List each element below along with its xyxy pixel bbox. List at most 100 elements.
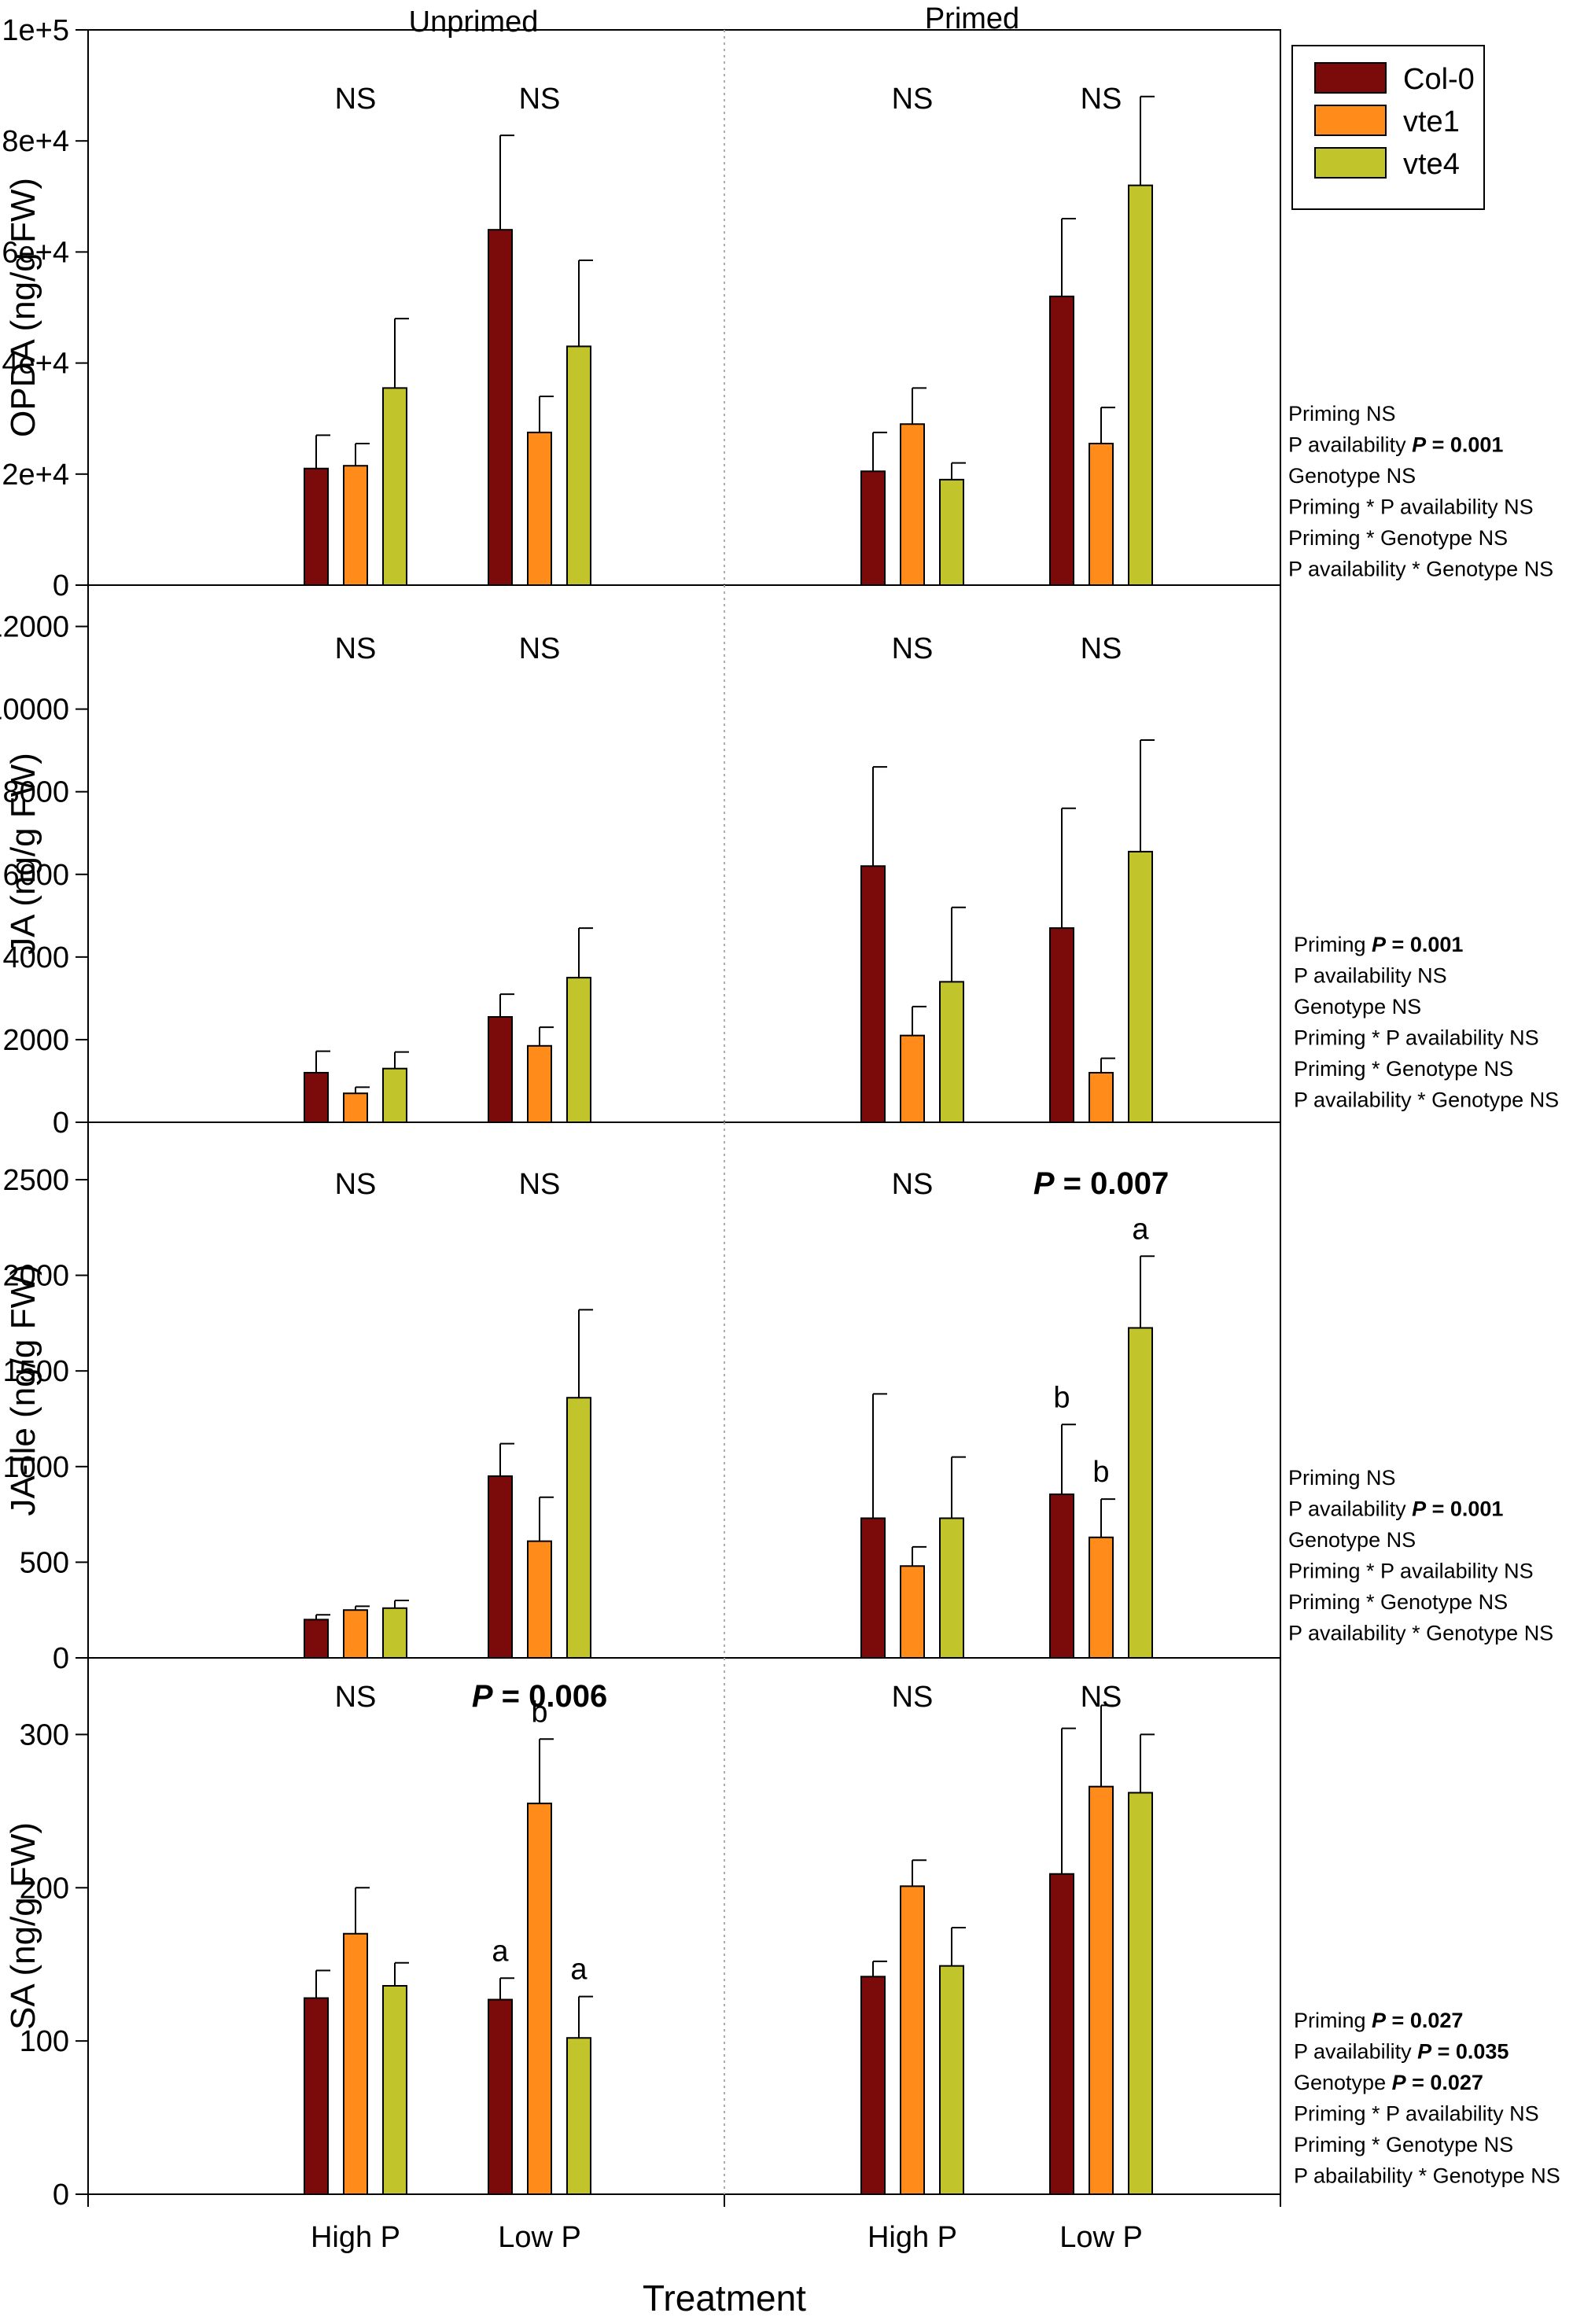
bar-group-primed-low-p: NS	[1049, 83, 1155, 586]
bar-col-0	[860, 1976, 886, 2196]
y-axis-label: JA-Ile (ng/g FW)	[4, 1264, 42, 1516]
y-tick-label: 300	[20, 1718, 69, 1751]
significance-label: NS	[519, 632, 561, 665]
stat-value: NS	[1524, 1622, 1554, 1645]
stat-line: Genotype NS	[1288, 464, 1416, 488]
significance-label: NS	[892, 632, 934, 665]
stat-term: Priming * Genotype	[1288, 526, 1479, 550]
y-tick-label: 2e+4	[2, 459, 69, 492]
significance-label: NS	[1081, 632, 1122, 665]
bar-group-primed-low-p: NS	[1049, 1681, 1155, 2196]
y-tick-label: 8000	[2, 776, 69, 809]
bar-col-0	[304, 1071, 329, 1124]
stat-line: Priming * Genotype NS	[1288, 526, 1508, 550]
y-tick-label: 1000	[2, 1451, 69, 1484]
stat-term: P availability * Genotype	[1288, 1622, 1524, 1645]
bar-vte1	[900, 1885, 925, 2196]
bar-group-primed-high-p: NS	[860, 1168, 966, 1659]
y-tick-label: 10000	[0, 694, 69, 727]
plot-frame	[87, 584, 1281, 1123]
y-tick-label: 500	[20, 1546, 69, 1579]
stat-p-value: = 0.001	[1426, 1497, 1503, 1521]
bar-col-0	[1049, 1493, 1074, 1659]
stat-value: NS	[1484, 2133, 1514, 2156]
significance-label: NS	[335, 83, 377, 116]
bar-vte1	[343, 1092, 368, 1123]
bar-group-unprimed-high-p: NS	[304, 632, 409, 1124]
y-tick-label: 2500	[2, 1164, 69, 1197]
stat-term: P availability	[1288, 433, 1412, 457]
significance-label: NS	[1081, 1681, 1122, 1714]
bar-vte1	[1089, 1536, 1114, 1659]
bar-col-0	[304, 1619, 329, 1659]
bar-vte4	[939, 981, 964, 1124]
stat-value: NS	[1366, 1466, 1396, 1490]
y-tick-label: 12000	[0, 611, 69, 644]
stat-line: Priming * P availability NS	[1294, 1026, 1539, 1050]
bar-vte1	[527, 1803, 552, 2195]
y-axis-label: JA (ng/g FW)	[4, 753, 42, 955]
stat-term: Priming * P availability	[1294, 2102, 1509, 2126]
bar-vte4	[566, 2037, 591, 2195]
significance-label: P = 0.006	[472, 1679, 607, 1714]
significance-letter: b	[1053, 1381, 1070, 1414]
stat-line: Priming NS	[1288, 402, 1396, 425]
stat-value: NS	[1392, 995, 1422, 1018]
bar-col-0	[1049, 1873, 1074, 2195]
bar-vte4	[382, 1607, 407, 1659]
bar-group-primed-low-p: NS	[1049, 632, 1155, 1124]
y-tick-label: 4e+4	[2, 348, 69, 381]
significance-label: NS	[335, 632, 377, 665]
significance-letter: b	[531, 1696, 547, 1729]
bar-vte4	[566, 1397, 591, 1659]
bar-group-primed-high-p: NS	[860, 1681, 966, 2196]
significance-label: NS	[892, 1168, 934, 1201]
p-symbol: P	[472, 1679, 493, 1714]
y-tick-label: 2000	[2, 1260, 69, 1293]
stat-term: Priming * P availability	[1294, 1026, 1509, 1050]
stat-term: Priming	[1288, 402, 1366, 425]
stat-line: Priming * Genotype NS	[1294, 2133, 1513, 2156]
stat-value: NS	[1484, 1057, 1514, 1081]
legend-swatch-col-0	[1314, 62, 1387, 94]
stat-value: NS	[1417, 964, 1447, 988]
stat-line: Priming * P availability NS	[1294, 2102, 1539, 2126]
bar-vte4	[939, 478, 964, 586]
y-tick-label: 8e+4	[2, 125, 69, 158]
legend-label-vte1: vte1	[1403, 105, 1460, 138]
stat-term: Genotype	[1288, 464, 1387, 488]
stat-term: P availability	[1288, 1497, 1412, 1521]
statistics-block: Priming P = 0.027 P availability P = 0.03…	[1294, 2009, 1560, 2188]
stat-p-value: = 0.027	[1406, 2071, 1483, 2094]
stat-term: Priming * P availability	[1288, 1560, 1504, 1583]
significance-letter: b	[1092, 1456, 1109, 1489]
p-value: = 0.006	[493, 1679, 608, 1714]
x-category-label: High P	[868, 2221, 957, 2254]
stat-term: P availability * Genotype	[1288, 558, 1524, 581]
stat-value: NS	[1366, 402, 1396, 425]
stat-term: P availability * Genotype	[1294, 1088, 1530, 1112]
stat-value: NS	[1530, 1088, 1560, 1112]
stat-value: NS	[1479, 526, 1509, 550]
stat-line: Priming * P availability NS	[1288, 495, 1534, 519]
stat-value: NS	[1387, 1528, 1416, 1552]
bar-vte1	[527, 1540, 552, 1659]
stat-p-symbol: P	[1392, 2071, 1407, 2094]
bar-group-primed-high-p: NS	[860, 632, 966, 1124]
bar-col-0	[488, 229, 513, 586]
column-title-unprimed: Unprimed	[409, 6, 539, 39]
bar-vte4	[382, 1067, 407, 1123]
stat-value: NS	[1479, 1590, 1509, 1614]
bar-col-0	[488, 1475, 513, 1659]
bar-group-unprimed-high-p: NS	[304, 1168, 409, 1659]
stat-p-symbol: P	[1412, 433, 1427, 457]
y-axis-label: OPDA (ng/g FW)	[4, 178, 42, 437]
stat-term: Genotype	[1288, 1528, 1387, 1552]
y-tick-label: 4000	[2, 941, 69, 974]
bar-vte4	[566, 345, 591, 586]
bar-vte4	[382, 1984, 407, 2196]
bar-vte4	[939, 1517, 964, 1659]
y-tick-label: 6000	[2, 859, 69, 892]
bar-vte1	[900, 423, 925, 587]
